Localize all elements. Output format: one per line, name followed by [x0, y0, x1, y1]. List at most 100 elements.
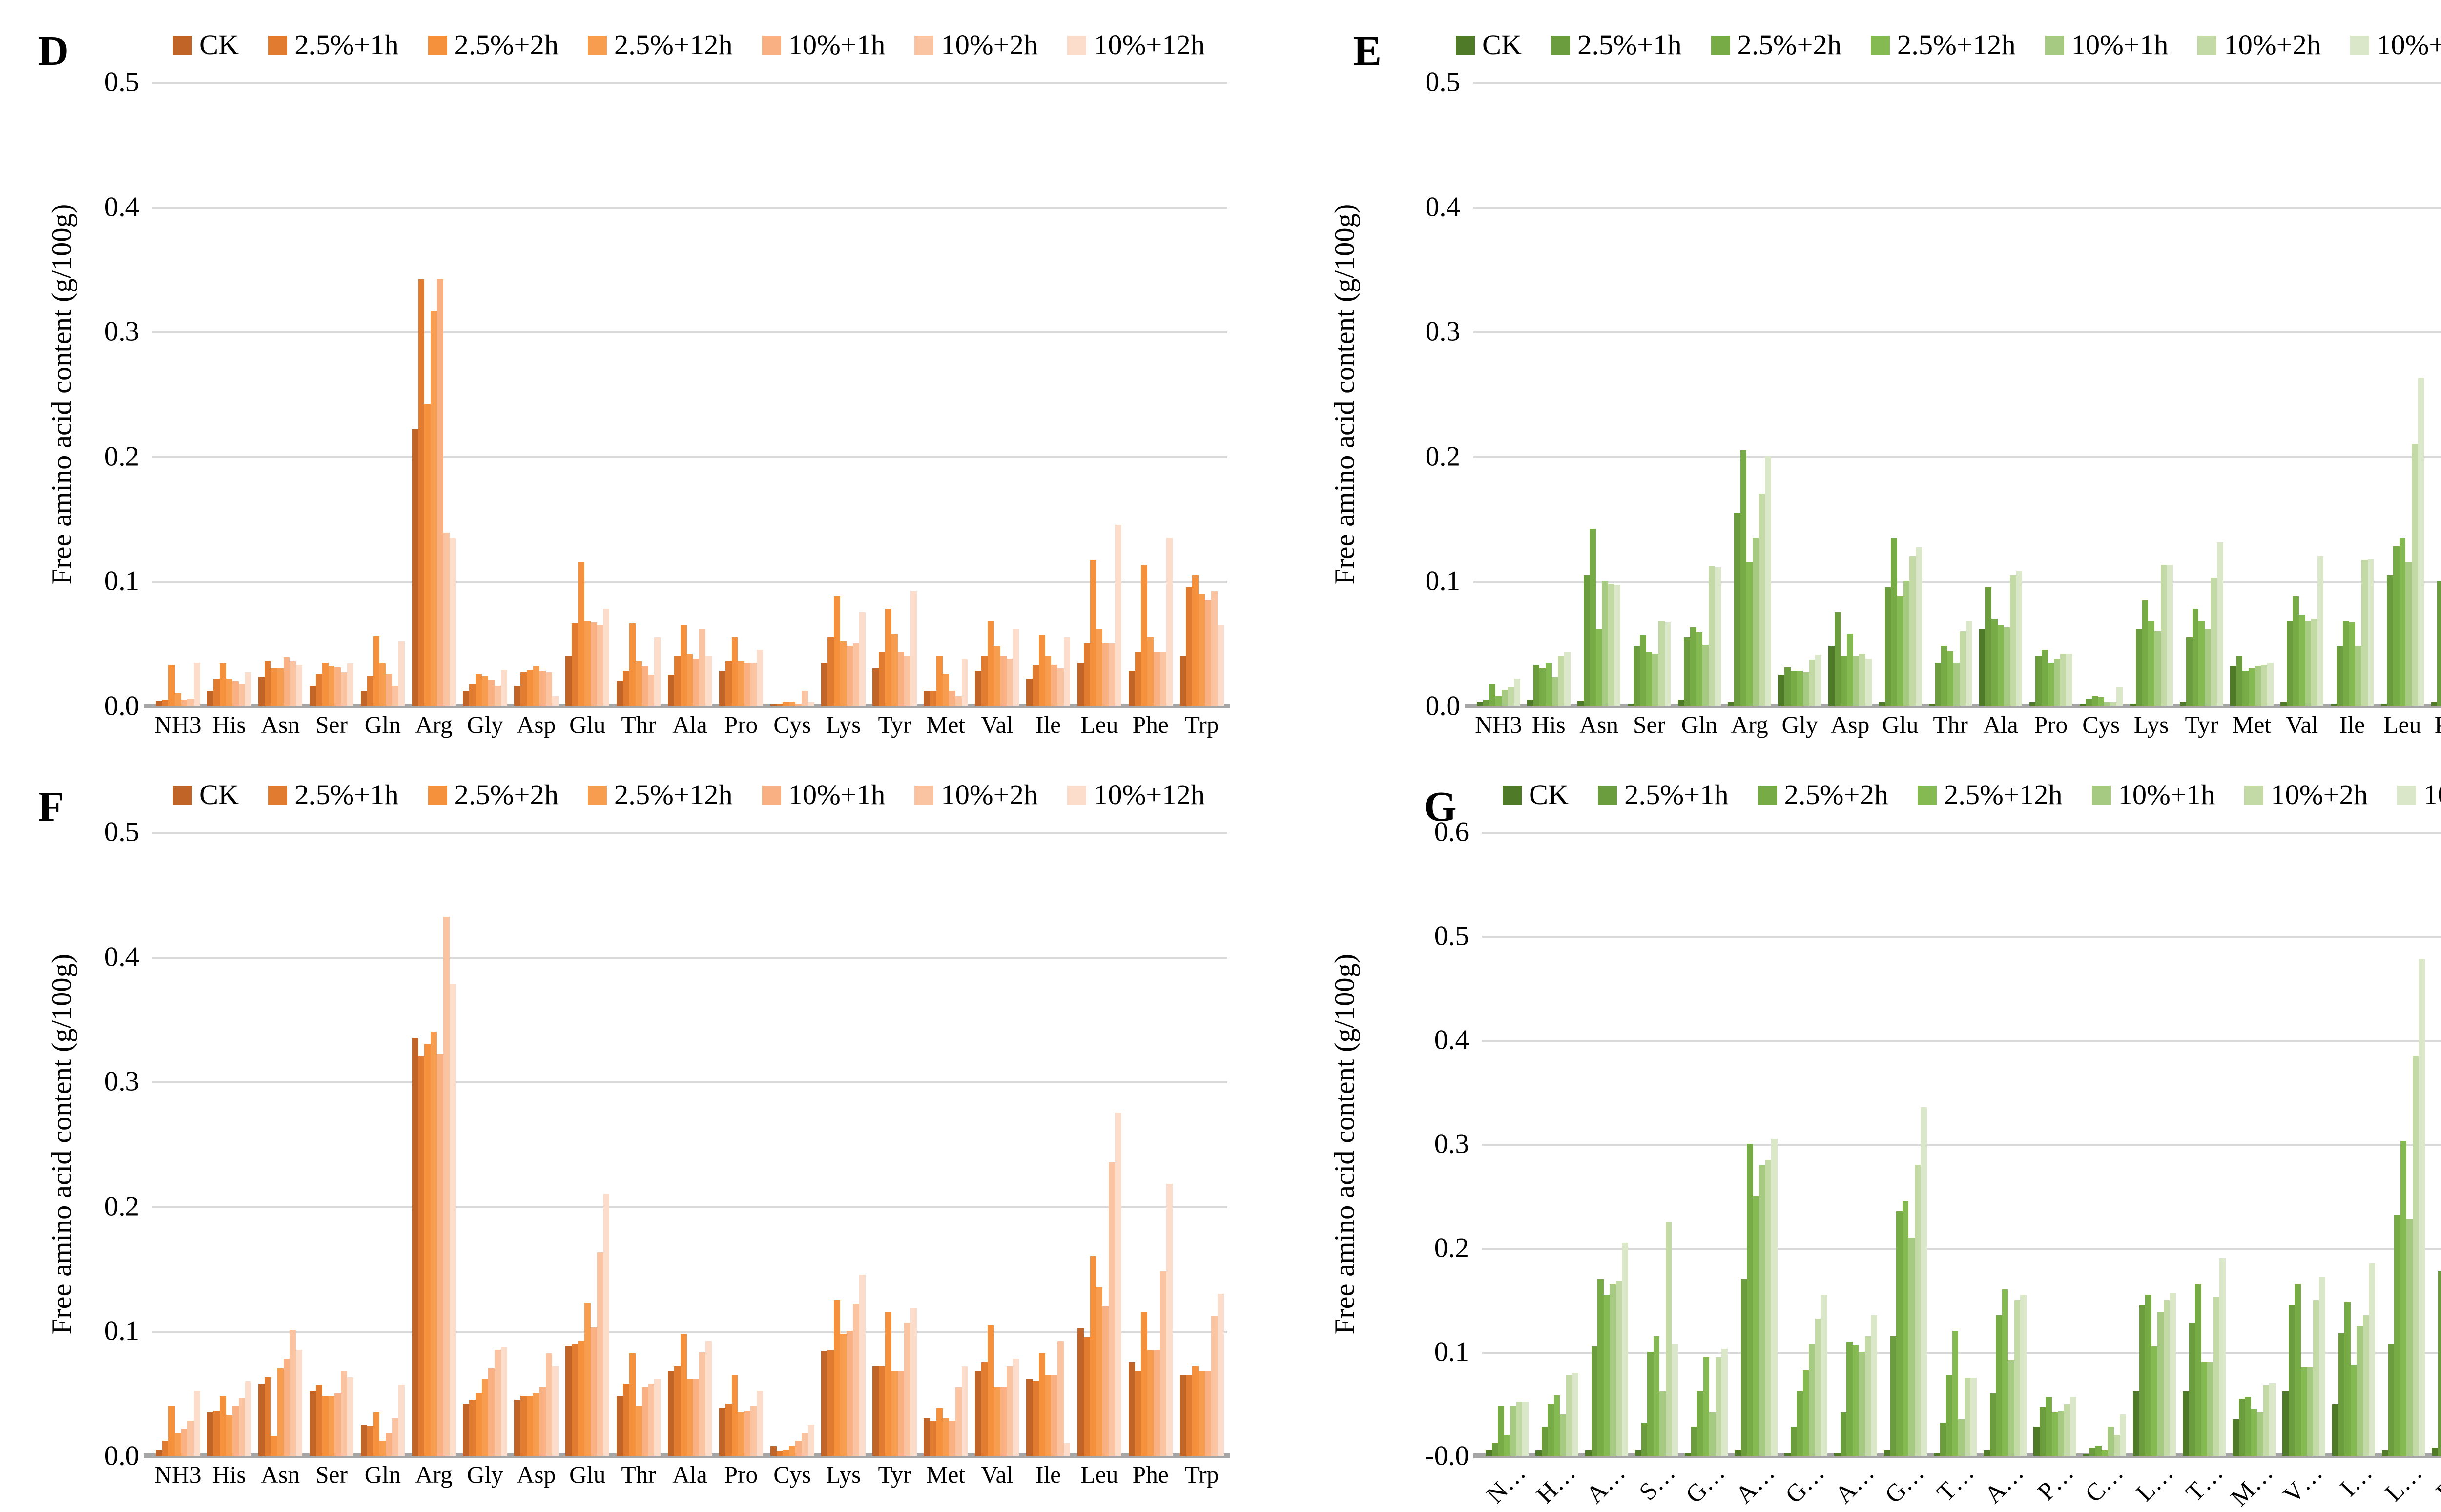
bar: [789, 702, 796, 706]
bar: [654, 1378, 661, 1456]
bar-group: [1532, 832, 1582, 1456]
bar: [2133, 1391, 2139, 1456]
bar: [936, 656, 943, 706]
bar: [1154, 1349, 1160, 1456]
bar: [2242, 671, 2249, 706]
legend-item: 10%+12h: [1067, 781, 1205, 809]
legend-swatch-icon: [2091, 785, 2111, 805]
bar: [1006, 1366, 1013, 1456]
bar: [539, 1387, 546, 1456]
bar-group: [972, 82, 1023, 706]
bar: [789, 1446, 796, 1456]
bar: [437, 279, 444, 706]
legend-item: 2.5%+12h: [588, 781, 733, 809]
bar-group: [1632, 832, 1681, 1456]
bar: [885, 1312, 892, 1456]
bar: [2399, 537, 2406, 706]
bar: [1591, 1346, 1598, 1456]
bar: [1734, 512, 1740, 706]
gridline: [1473, 82, 2441, 84]
legend-label: 10%+2h: [2224, 29, 2321, 61]
bar-group: [664, 832, 716, 1456]
x-tick-label: Leu: [1080, 711, 1118, 738]
bar-group: [306, 832, 357, 1456]
x-tick-label: Glu: [569, 711, 606, 738]
bar-group: [1574, 82, 1624, 706]
bar: [2238, 1398, 2245, 1456]
bar-group: [869, 832, 920, 1456]
bar-group: [2030, 832, 2080, 1456]
x-tick-label: Pro: [724, 711, 758, 738]
bar: [1083, 643, 1090, 706]
bar: [2167, 565, 2173, 706]
bar: [961, 658, 968, 706]
bar: [1051, 664, 1058, 706]
x-tick-label: M…: [2225, 1459, 2278, 1512]
bar: [2113, 1435, 2120, 1456]
bar: [2257, 1412, 2263, 1456]
bar: [424, 1044, 431, 1456]
bar: [1871, 1315, 1877, 1456]
bar: [1154, 652, 1160, 706]
bar-group: [818, 832, 869, 1456]
bar: [334, 1393, 341, 1456]
bar: [1495, 696, 1502, 706]
bar: [1846, 1341, 1853, 1456]
bar: [981, 656, 988, 706]
bar: [1166, 537, 1173, 706]
bar: [1516, 1402, 1523, 1456]
plot-area-E: 0.5 0.4 0.3 0.2 0.1 0.0 NH3 His Asn Ser Gln Arg Gly A…: [1426, 68, 2441, 738]
bar: [469, 1399, 476, 1456]
bar-group: [1930, 832, 1980, 1456]
bar: [1940, 1422, 1946, 1456]
bar: [686, 1378, 693, 1456]
bar: [993, 646, 1000, 706]
x-tick-label: Ser: [315, 711, 348, 738]
bar: [879, 1366, 886, 1456]
bar-group: [1980, 832, 2030, 1456]
legend-swatch-icon: [914, 35, 934, 55]
legend-item: CK: [173, 781, 239, 809]
bar: [635, 661, 642, 706]
bar: [1186, 587, 1193, 706]
bar-group: [408, 82, 459, 706]
y-tick-label: 0.1: [104, 1315, 139, 1346]
legend-swatch-icon: [1503, 785, 1522, 805]
x-tick-label: Ala: [1983, 711, 2018, 738]
bar: [622, 671, 629, 706]
bar: [904, 1322, 910, 1456]
bar: [1715, 1357, 1722, 1456]
bar: [1064, 637, 1071, 706]
legend-label: 2.5%+12h: [614, 29, 733, 61]
bar-group: [204, 82, 255, 706]
bar: [309, 686, 316, 706]
bar: [776, 1450, 783, 1456]
bar: [1102, 1306, 1109, 1456]
legend-label: CK: [1482, 29, 1522, 61]
bar-group: [255, 82, 306, 706]
bar: [1572, 1372, 1578, 1456]
x-tick-label: Ala: [672, 711, 707, 738]
bar: [1790, 671, 1797, 706]
bar: [1902, 1201, 1909, 1456]
legend-swatch-icon: [173, 35, 192, 55]
x-tick-label: Cys: [773, 1461, 811, 1488]
bar: [1721, 1348, 1728, 1456]
bar: [2305, 621, 2312, 706]
bar: [193, 1391, 200, 1456]
bar: [891, 1371, 898, 1456]
bar-group: [306, 82, 357, 706]
gridline: [1473, 581, 2441, 583]
bar-group: [613, 82, 664, 706]
bar: [1006, 658, 1013, 706]
bar: [1083, 1337, 1090, 1456]
bar: [2180, 702, 2186, 706]
gridline: [152, 581, 1227, 583]
x-tick-label: Pro: [2034, 711, 2068, 738]
bar: [795, 703, 802, 706]
bar: [1840, 1412, 1847, 1456]
x-tick-label: Ala: [672, 1461, 707, 1488]
bar: [1057, 1341, 1064, 1456]
legend-swatch-icon: [173, 785, 192, 805]
bar: [1192, 1366, 1199, 1456]
